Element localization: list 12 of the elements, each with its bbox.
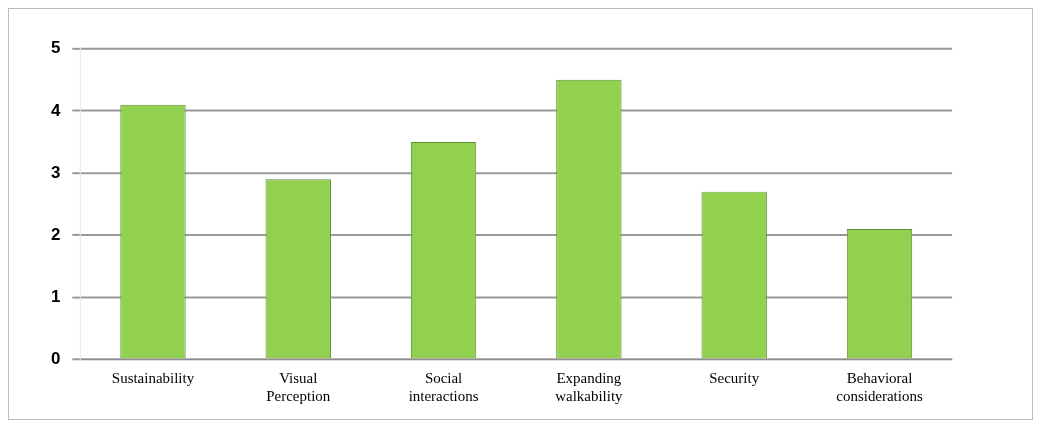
y-tick-label: 1 [50, 286, 61, 306]
y-tick-label: 4 [50, 100, 61, 120]
x-tick-label: Expanding walkability [555, 370, 624, 405]
y-tick-label: 5 [50, 38, 61, 58]
y-tick-label: 0 [50, 348, 61, 368]
x-tick-label: Security [709, 370, 760, 387]
x-tick-label: Behavioral considerations [836, 370, 923, 405]
x-tick-label: Social interactions [408, 370, 479, 405]
y-tick-label: 3 [50, 162, 61, 182]
x-tick-label: Sustainability [111, 370, 195, 387]
y-tick-label: 2 [50, 224, 61, 244]
x-tick-label: Visual Perception [266, 370, 331, 405]
